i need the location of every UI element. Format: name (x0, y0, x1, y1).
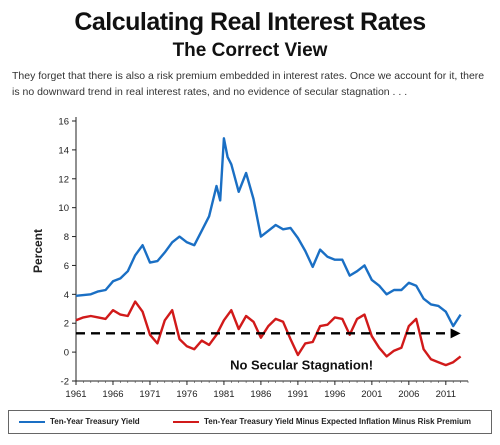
x-tick-label: 1961 (65, 389, 86, 400)
series-line-real (75, 300, 462, 367)
x-tick-label: 1971 (139, 389, 160, 400)
legend: Ten-Year Treasury Yield Ten-Year Treasur… (8, 410, 492, 434)
x-tick-label: 2001 (361, 389, 382, 400)
x-tick-label: 2011 (436, 389, 456, 400)
x-tick-label: 2006 (398, 389, 419, 400)
y-tick-label: 4 (64, 290, 69, 301)
y-tick-label: 8 (64, 232, 69, 243)
x-tick-label: 1991 (287, 389, 308, 400)
trend-arrowhead (450, 328, 461, 339)
series-line-treasury (75, 137, 462, 328)
x-tick-label: 1986 (250, 389, 271, 400)
y-tick-label: 16 (58, 117, 69, 128)
chart-caption: They forget that there is also a risk pr… (12, 70, 485, 98)
y-tick-label: 0 (64, 348, 69, 359)
annotation-text: No Secular Stagnation! (230, 357, 373, 372)
x-tick-label: 1976 (176, 389, 197, 400)
chart-title: Calculating Real Interest Rates (74, 8, 426, 36)
legend-swatch-treasury (19, 420, 45, 423)
legend-swatch-real (173, 420, 199, 423)
legend-item-treasury: Ten-Year Treasury Yield (19, 417, 140, 426)
x-tick-label: 1966 (102, 389, 123, 400)
y-tick-label: 14 (58, 145, 69, 156)
series-lines (75, 137, 462, 367)
y-tick-label: 12 (58, 174, 69, 185)
annotations: No Secular Stagnation! (76, 328, 461, 372)
chart-subtitle: The Correct View (172, 40, 328, 61)
legend-item-real: Ten-Year Treasury Yield Minus Expected I… (173, 417, 471, 426)
y-tick-label: -2 (61, 377, 69, 388)
legend-label-treasury: Ten-Year Treasury Yield (50, 417, 140, 426)
x-tick-label: 1981 (213, 389, 234, 400)
y-tick-label: 6 (64, 261, 69, 272)
y-axis-label: Percent (31, 229, 45, 273)
y-tick-label: 10 (58, 203, 69, 214)
x-tick-label: 1996 (324, 389, 345, 400)
axes: -2 0 2 4 6 8 10 12 14 16 1961 1966 1971 1976 1981 1986 1… (31, 117, 469, 400)
legend-label-real: Ten-Year Treasury Yield Minus Expected I… (204, 417, 472, 426)
y-tick-label: 2 (64, 319, 69, 330)
